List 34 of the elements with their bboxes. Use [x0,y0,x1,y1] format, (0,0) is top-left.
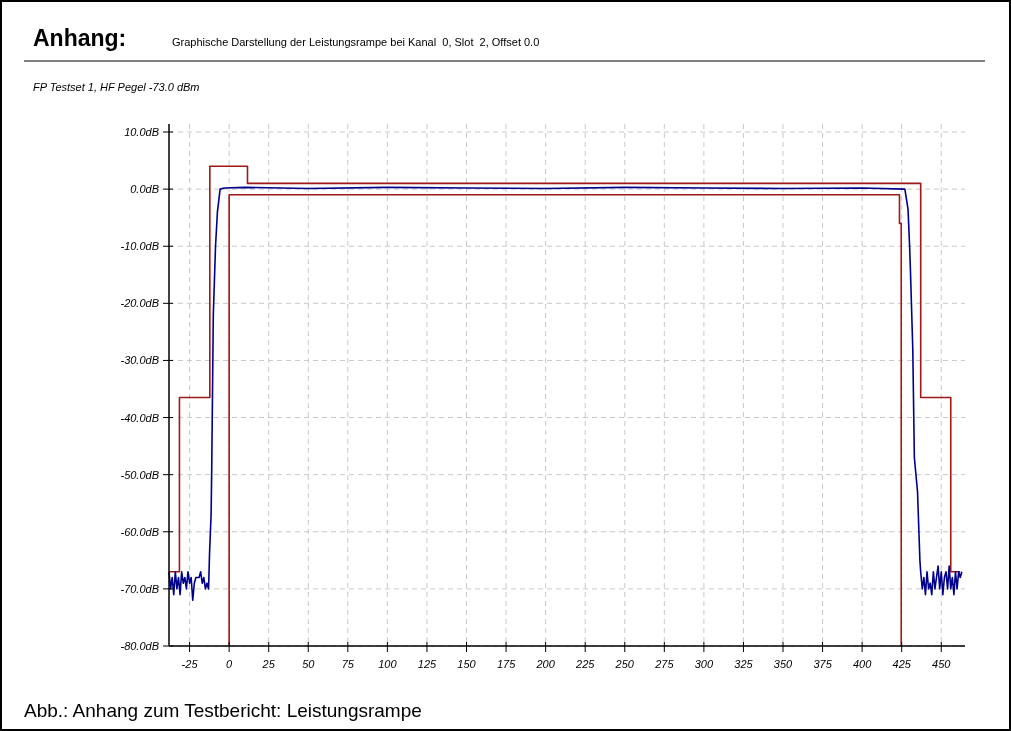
text: Abb.: Anhang zum Testbericht: Leistungsrampe [24,700,422,721]
x-tick-label: 350 [773,658,794,670]
x-tick-label: 0 [226,658,234,670]
x-tick-label: -25 [181,658,199,670]
x-tick-label: 250 [614,658,635,670]
x-tick-label: 425 [892,658,912,670]
x-tick-label: 400 [852,658,873,670]
x-tick-label: 150 [457,658,477,670]
chart-title: Anhang: [33,25,127,51]
x-tick-label: 75 [341,658,355,670]
y-tick-label: -60.0dB [120,525,159,538]
y-tick-label: 0.0dB [130,183,159,196]
y-tick-label: -70.0dB [120,582,159,595]
y-tick-label: -80.0dB [120,640,159,652]
y-tick-label: -10.0dB [120,240,159,253]
text: FP Testset 1, HF Pegel -73.0 dBm [33,81,200,93]
y-tick-label: -20.0dB [120,297,159,310]
x-tick-label: 225 [575,658,596,670]
x-tick-label: 100 [378,658,398,670]
x-tick-label: 175 [496,658,517,670]
x-tick-label: 125 [417,658,437,670]
x-tick-label: 300 [694,658,714,670]
y-tick-label: -40.0dB [120,411,159,424]
chart-subtitle: Graphische Darstellung der Leistungsrampe bei Kanal 0, Slot 2, Offset 0.0 [172,36,540,48]
x-tick-label: 325 [734,658,754,670]
y-tick-label: 10.0dB [124,126,159,138]
x-tick-label: 25 [261,658,276,670]
x-tick-label: 375 [813,658,833,670]
x-tick-label: 200 [535,658,556,670]
y-tick-label: -50.0dB [120,468,159,481]
x-tick-label: 50 [302,658,316,670]
y-tick-label: -30.0dB [120,354,159,367]
x-tick-label: 275 [654,658,675,670]
x-tick-label: 450 [932,658,952,670]
